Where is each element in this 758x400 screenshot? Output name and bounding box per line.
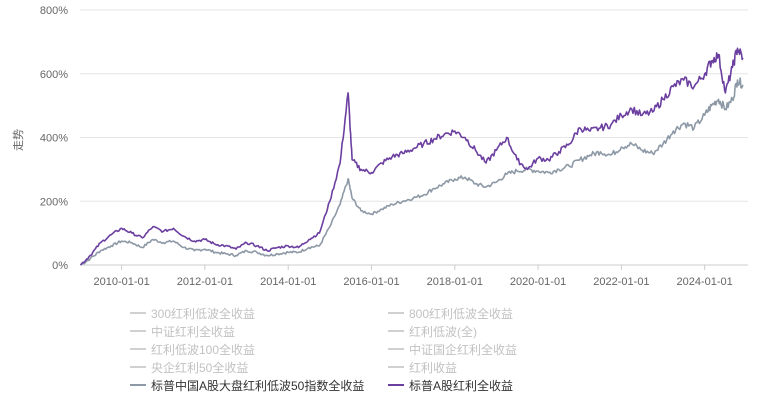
legend-label: 800红利低波全收益	[409, 306, 514, 321]
y-tick-label: 0%	[52, 260, 68, 272]
legend-item[interactable]: 标普中国A股大盘红利低波50指数全收益	[130, 377, 364, 393]
legend-item[interactable]: 央企红利50全收益	[130, 359, 248, 375]
x-tick-label: 2024-01-01	[677, 276, 733, 288]
legend-swatch	[388, 312, 404, 314]
legend-label: 中证红利全收益	[151, 324, 236, 339]
x-tick-label: 2018-01-01	[427, 276, 483, 288]
legend-label: 标普A股红利全收益	[409, 378, 514, 393]
legend-swatch	[388, 330, 404, 332]
legend-item[interactable]: 中证红利全收益	[130, 323, 235, 339]
y-tick-label: 800%	[40, 5, 68, 17]
legend-label: 标普中国A股大盘红利低波50指数全收益	[151, 378, 365, 393]
legend-label: 300红利低波全收益	[151, 306, 256, 321]
y-tick-label: 400%	[40, 133, 68, 145]
legend-swatch	[388, 384, 404, 386]
grid	[80, 9, 748, 266]
legend-label: 红利收益	[409, 360, 458, 375]
legend-item[interactable]: 800红利低波全收益	[388, 305, 513, 321]
legend-label: 红利低波(全)	[409, 324, 477, 339]
y-axis-label: 走势	[12, 129, 25, 151]
legend-swatch	[130, 348, 146, 350]
x-tick-label: 2012-01-01	[177, 276, 233, 288]
y-tick-label: 200%	[40, 196, 68, 208]
legend-item[interactable]: 红利收益	[388, 359, 457, 375]
x-tick-label: 2022-01-01	[593, 276, 649, 288]
legend-label: 央企红利50全收益	[151, 360, 249, 375]
legend-swatch	[130, 330, 146, 332]
legend-swatch	[130, 366, 146, 368]
legend-item[interactable]: 标普A股红利全收益	[388, 377, 513, 393]
legend-swatch	[388, 348, 404, 350]
x-tick-label: 2020-01-01	[510, 276, 566, 288]
legend-label: 红利低波100全收益	[151, 342, 256, 357]
legend-swatch	[388, 366, 404, 368]
legend-item[interactable]: 红利低波100全收益	[130, 341, 255, 357]
legend-label: 中证国企红利全收益	[409, 342, 518, 357]
x-tick-label: 2010-01-01	[93, 276, 149, 288]
legend-swatch	[130, 384, 146, 386]
axes: 0% 200% 400% 600% 800% 2010-01-01 2012-01-01 20…	[40, 5, 748, 288]
y-tick-label: 600%	[40, 69, 68, 81]
x-tick-label: 2014-01-01	[260, 276, 316, 288]
series-line	[80, 77, 744, 266]
legend-swatch	[130, 312, 146, 314]
x-tick-label: 2016-01-01	[343, 276, 399, 288]
legend-item[interactable]: 中证国企红利全收益	[388, 341, 517, 357]
legend-item[interactable]: 300红利低波全收益	[130, 305, 255, 321]
legend-item[interactable]: 红利低波(全)	[388, 323, 477, 339]
series-line	[79, 47, 744, 266]
series	[79, 47, 744, 266]
